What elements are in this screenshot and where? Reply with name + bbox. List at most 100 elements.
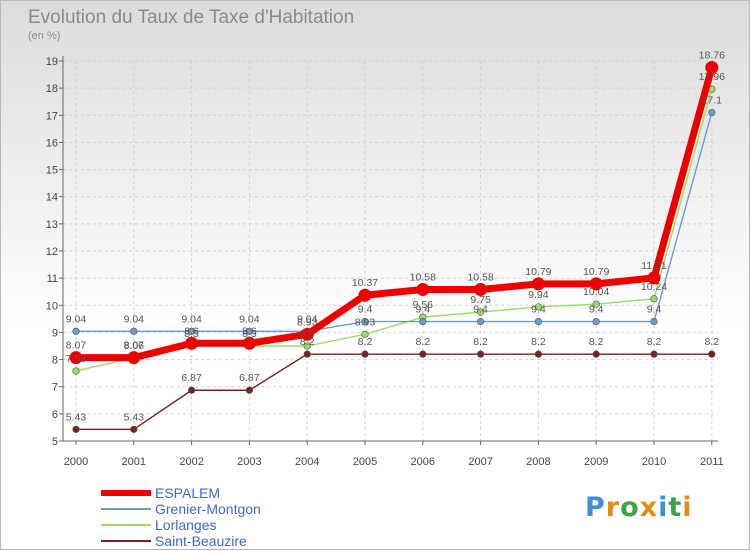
data-point xyxy=(534,303,543,311)
data-point xyxy=(589,277,603,291)
data-point xyxy=(188,386,196,394)
data-label: 6.87 xyxy=(181,372,202,384)
logo-letter: o xyxy=(620,492,640,523)
chart-title: Evolution du Taux de Taxe d'Habitation xyxy=(28,7,355,28)
data-point xyxy=(361,330,369,338)
series-line-saint-beauzire xyxy=(76,353,712,431)
data-label: 17.1 xyxy=(702,95,723,107)
data-label: 9.94 xyxy=(528,289,549,301)
logo-letter: P xyxy=(585,492,606,523)
data-label: 10.79 xyxy=(583,266,609,278)
x-tick-label: 2000 xyxy=(64,456,88,468)
x-tick-label: 2004 xyxy=(295,456,319,468)
data-label: 8.2 xyxy=(300,336,315,348)
data-label: 9.4 xyxy=(647,304,662,316)
data-point xyxy=(592,317,600,326)
data-point xyxy=(185,336,199,350)
data-point xyxy=(303,350,311,358)
x-tick-label: 2006 xyxy=(411,456,435,468)
x-tick-label: 2011 xyxy=(700,456,724,468)
data-label: 6.87 xyxy=(239,372,260,384)
data-label: 8.07 xyxy=(66,340,87,352)
x-tick-label: 2009 xyxy=(584,456,608,468)
data-point xyxy=(358,288,372,302)
data-label: 9.4 xyxy=(358,304,373,316)
data-point xyxy=(130,327,138,335)
x-tick-label: 2001 xyxy=(122,456,146,468)
y-tick-label: 13 xyxy=(46,219,58,231)
data-label: 10.58 xyxy=(410,272,436,284)
data-point xyxy=(650,295,658,303)
x-tick-label: 2003 xyxy=(237,456,261,468)
legend-label: Grenier-Montgon xyxy=(155,501,261,517)
data-point xyxy=(361,350,369,358)
data-point xyxy=(474,283,488,297)
y-tick-label: 9 xyxy=(52,327,58,339)
legend-label: Lorlanges xyxy=(155,517,217,533)
data-label: 8.2 xyxy=(647,336,662,348)
y-tick-label: 10 xyxy=(46,300,58,312)
data-point xyxy=(419,350,427,358)
y-tick-label: 15 xyxy=(46,165,58,177)
x-tick-label: 2005 xyxy=(353,456,377,468)
data-label: 5.43 xyxy=(66,411,87,423)
data-point xyxy=(708,108,716,117)
data-point xyxy=(419,317,427,326)
series-line-espalem xyxy=(76,66,716,362)
data-label: 8.2 xyxy=(358,336,373,348)
data-label: 9.04 xyxy=(66,313,87,325)
chart-subtitle: (en %) xyxy=(28,30,61,42)
data-point xyxy=(534,317,543,326)
data-point xyxy=(650,350,658,358)
series-line-grenier-montgon xyxy=(76,112,713,333)
legend-label: ESPALEM xyxy=(155,485,221,501)
data-point xyxy=(242,336,256,350)
data-label: 10.79 xyxy=(525,266,551,278)
y-tick-label: 19 xyxy=(46,56,58,68)
data-point xyxy=(72,367,80,375)
legend-item-espalem: ESPALEM xyxy=(101,485,361,501)
data-label: 9.04 xyxy=(124,313,145,325)
data-label: 8.93 xyxy=(355,316,376,328)
data-point xyxy=(130,425,138,433)
data-label: 9.04 xyxy=(239,313,260,325)
data-point xyxy=(69,351,83,365)
data-label: 9.56 xyxy=(413,299,434,311)
data-label: 10.58 xyxy=(467,272,493,284)
data-label: 8.93 xyxy=(297,316,318,328)
data-point xyxy=(592,300,600,308)
series-line-lorlanges xyxy=(75,89,713,372)
data-label: 8.2 xyxy=(531,336,546,348)
data-point xyxy=(127,351,141,365)
legend-swatch xyxy=(101,524,151,526)
data-label: 9.75 xyxy=(470,294,491,306)
data-label: 8.2 xyxy=(704,336,719,348)
data-label: 5.43 xyxy=(124,411,145,423)
data-label: 9.4 xyxy=(473,304,488,316)
y-tick-label: 7 xyxy=(52,382,58,394)
data-point xyxy=(650,317,658,326)
y-tick-label: 11 xyxy=(47,273,58,285)
legend-item-grenier-montgon: Grenier-Montgon xyxy=(101,501,361,517)
data-point xyxy=(477,350,485,358)
data-point xyxy=(72,327,80,335)
x-tick-label: 2008 xyxy=(526,456,550,468)
logo-letter: t xyxy=(668,492,683,523)
data-point xyxy=(708,350,716,358)
data-label: 8.5 xyxy=(242,328,257,340)
data-point xyxy=(361,317,369,326)
data-label: 8.2 xyxy=(589,336,604,348)
legend-label: Saint-Beauzire xyxy=(155,533,247,549)
data-label: 9.4 xyxy=(589,304,604,316)
data-point xyxy=(534,350,543,358)
data-label: 18.76 xyxy=(699,50,725,62)
data-label: 8.5 xyxy=(300,328,315,340)
data-point xyxy=(705,61,719,75)
data-point xyxy=(188,327,196,335)
y-tick-label: 12 xyxy=(46,246,58,258)
legend-item-saint-beauzire: Saint-Beauzire xyxy=(101,533,361,549)
data-label: 11.01 xyxy=(641,260,667,272)
data-label: 9.04 xyxy=(297,313,318,325)
data-point xyxy=(245,327,253,335)
